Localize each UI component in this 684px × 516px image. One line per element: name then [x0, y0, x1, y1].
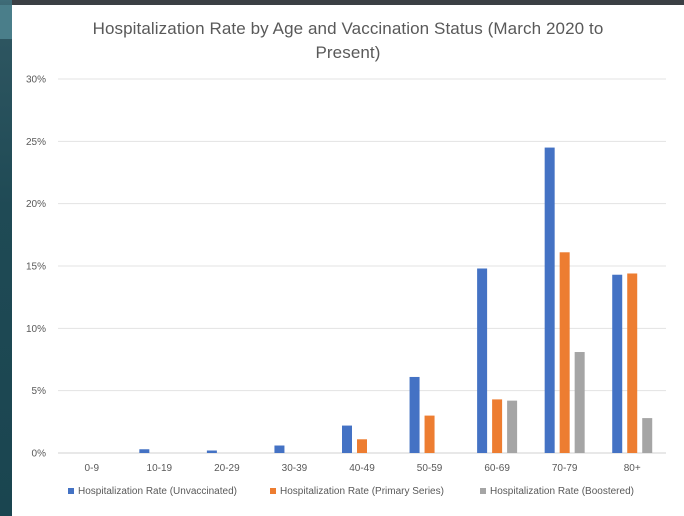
chart-area: Hospitalization Rate by Age and Vaccinat… [12, 5, 684, 516]
x-tick-label: 80+ [624, 463, 641, 474]
chart-title-line-1: Hospitalization Rate by Age and Vaccinat… [92, 19, 604, 38]
legend-label-3: Hospitalization Rate (Boostered) [490, 486, 634, 497]
x-tick-label: 40-49 [349, 463, 375, 474]
bar-40-49-series-1 [342, 425, 352, 453]
y-tick-label: 25% [26, 137, 46, 148]
chart-plot: 0% 5% 10% 15% 20% 25% 30% 0-9 10-19 20-29 30-39 40-… [26, 75, 666, 497]
y-tick-label: 20% [26, 199, 46, 210]
y-tick-label: 30% [26, 75, 46, 86]
bar-20-29-series-1 [206, 450, 217, 453]
bar-40-49-series-2 [357, 439, 367, 453]
y-tick-label: 0% [32, 449, 47, 460]
x-tick-label: 20-29 [214, 463, 240, 474]
bar-30-39-series-1 [274, 445, 285, 453]
legend-swatch-1 [68, 488, 74, 494]
bar-60-69-series-3 [507, 400, 518, 453]
bar-60-69-series-2 [492, 399, 503, 453]
chart-title-line-2: Present) [315, 43, 381, 62]
legend-swatch-3 [480, 488, 486, 494]
y-tick-label: 5% [32, 386, 47, 397]
chart-title: Hospitalization Rate by Age and Vaccinat… [12, 17, 684, 65]
y-tick-label: 15% [26, 262, 46, 273]
x-tick-label: 10-19 [147, 463, 173, 474]
x-tick-label: 50-59 [417, 463, 443, 474]
x-tick-label: 30-39 [282, 463, 308, 474]
bar-80+-series-3 [642, 418, 653, 453]
bar-70-79-series-2 [559, 252, 570, 453]
legend-label-1: Hospitalization Rate (Unvaccinated) [78, 486, 237, 497]
x-tick-label: 60-69 [484, 463, 510, 474]
bar-60-69-series-1 [477, 268, 488, 453]
bar-10-19-series-1 [139, 449, 150, 453]
window-top-border [0, 0, 684, 5]
legend-label-2: Hospitalization Rate (Primary Series) [280, 486, 444, 497]
x-tick-label: 0-9 [85, 463, 100, 474]
window-left-accent [0, 5, 12, 39]
bar-50-59-series-2 [424, 415, 435, 453]
bar-50-59-series-1 [409, 376, 420, 453]
bar-80+-series-2 [627, 273, 638, 453]
legend-swatch-2 [270, 488, 276, 494]
y-tick-label: 10% [26, 324, 46, 335]
x-tick-label: 70-79 [552, 463, 578, 474]
bar-70-79-series-1 [544, 147, 555, 454]
bar-80+-series-1 [612, 274, 623, 453]
bar-70-79-series-3 [574, 352, 585, 453]
window-left-border [0, 0, 12, 516]
